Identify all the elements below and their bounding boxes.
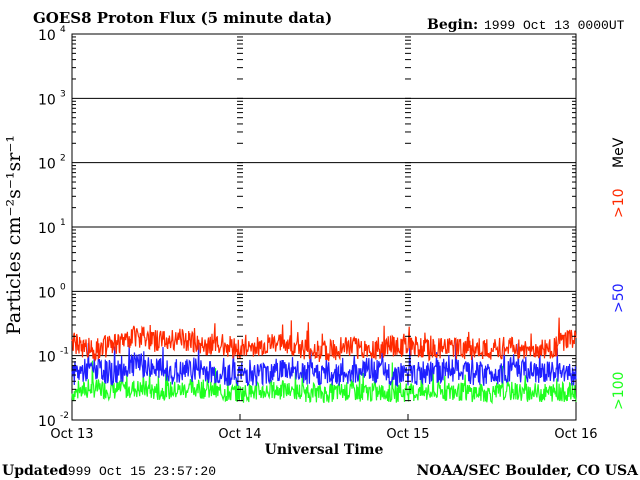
y-axis-ticks: 10 -2 10 -1 10 0 10 1 10 2 10 3 10 4 bbox=[38, 25, 576, 430]
series-line-10mev bbox=[71, 317, 577, 363]
x-tick-label: Oct 16 bbox=[554, 427, 597, 442]
y-tick-exponent: -2 bbox=[60, 411, 69, 421]
y-tick-label: 10 3 bbox=[38, 89, 66, 108]
begin-value: 1999 Oct 13 0000UT bbox=[484, 18, 625, 33]
legend-entry-gt100: >100 bbox=[611, 372, 627, 410]
credit: NOAA/SEC Boulder, CO USA bbox=[417, 463, 640, 479]
y-tick-base: 10 bbox=[38, 350, 56, 366]
y-tick-exponent: 1 bbox=[60, 218, 66, 228]
x-tick-label: Oct 14 bbox=[218, 427, 261, 442]
y-tick-label: 10 0 bbox=[38, 282, 66, 301]
updated-label: Updated bbox=[2, 463, 68, 479]
y-tick-label: 10 4 bbox=[38, 25, 66, 44]
y-tick-exponent: 2 bbox=[60, 154, 66, 164]
y-tick-base: 10 bbox=[38, 221, 56, 237]
y-tick-base: 10 bbox=[38, 414, 56, 430]
begin-label: Begin: bbox=[427, 17, 478, 33]
y-tick-exponent: 3 bbox=[60, 89, 66, 99]
x-axis-ticks: Oct 13 Oct 14 Oct 15 Oct 16 bbox=[50, 36, 598, 442]
y-tick-label: 10 -1 bbox=[38, 347, 69, 366]
series-line-100mev bbox=[71, 360, 577, 405]
series-layer bbox=[71, 317, 577, 405]
legend-unit: MeV bbox=[611, 137, 627, 168]
legend-entry-gt10: >10 bbox=[611, 188, 627, 218]
y-tick-label: 10 2 bbox=[38, 154, 66, 173]
y-tick-label: 10 1 bbox=[38, 218, 66, 237]
y-axis-label: Particles cm⁻²s⁻¹sr⁻¹ bbox=[3, 135, 25, 335]
legend: MeV >10 >50 >100 bbox=[611, 137, 627, 410]
y-tick-exponent: 4 bbox=[60, 25, 66, 35]
grid-lines bbox=[72, 97, 576, 357]
x-axis-label: Universal Time bbox=[265, 442, 384, 458]
y-tick-exponent: -1 bbox=[60, 347, 69, 357]
x-tick-label: Oct 13 bbox=[50, 427, 93, 442]
x-tick-label: Oct 15 bbox=[386, 427, 429, 442]
y-tick-base: 10 bbox=[38, 92, 56, 108]
y-tick-base: 10 bbox=[38, 28, 56, 44]
y-tick-exponent: 0 bbox=[60, 282, 66, 292]
y-tick-label: 10 -2 bbox=[38, 411, 69, 430]
series-line-50mev bbox=[71, 339, 577, 388]
legend-entry-gt50: >50 bbox=[611, 283, 627, 313]
y-tick-base: 10 bbox=[38, 285, 56, 301]
y-tick-base: 10 bbox=[38, 157, 56, 173]
updated-value: 1999 Oct 15 23:57:20 bbox=[60, 464, 216, 479]
chart-title: GOES8 Proton Flux (5 minute data) bbox=[33, 9, 332, 27]
